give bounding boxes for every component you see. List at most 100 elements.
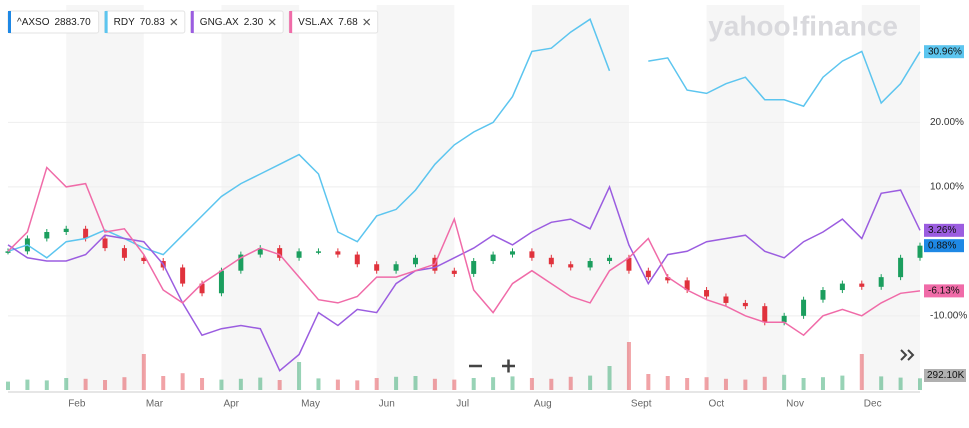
volume-bar <box>432 378 437 390</box>
volume-bar <box>820 377 825 390</box>
volume-bar <box>6 381 10 390</box>
month-band <box>221 5 300 390</box>
volume-bar <box>626 342 631 390</box>
value-badge <box>924 223 964 237</box>
candle <box>83 228 89 239</box>
candle <box>801 299 807 316</box>
candle <box>645 270 651 278</box>
volume-bar <box>704 377 709 390</box>
volume-bar <box>471 378 476 390</box>
volume-label: 292.10K <box>927 370 965 381</box>
volume-bar <box>723 378 728 390</box>
candle <box>393 264 399 271</box>
volume-bar <box>413 376 418 390</box>
legend-swatch <box>8 11 11 33</box>
scroll-button[interactable] <box>900 349 915 361</box>
volume-bar <box>64 378 69 390</box>
zoom-controls[interactable] <box>469 359 515 373</box>
value-badge <box>924 45 964 59</box>
x-tick-label: Nov <box>786 399 804 410</box>
volume-bar <box>238 378 243 390</box>
x-tick-label: Dec <box>864 399 882 410</box>
volume-bar <box>180 373 185 390</box>
volume-bar <box>743 379 748 390</box>
y-tick-label: 10.00% <box>930 181 964 192</box>
volume-bar <box>374 378 379 390</box>
candle <box>684 280 690 291</box>
volume-bar <box>355 380 360 390</box>
volume-bar <box>898 377 903 390</box>
candle <box>5 251 11 253</box>
x-tick-label: Jul <box>456 399 469 410</box>
value-label: 30.96% <box>928 46 962 57</box>
candle <box>296 251 302 258</box>
volume-bar <box>122 377 127 390</box>
legend-close[interactable] <box>268 18 276 26</box>
volume-bar <box>568 376 573 390</box>
volume-bar <box>161 376 166 390</box>
volume-bar <box>394 376 399 390</box>
logo: yahoo!finance <box>708 10 898 41</box>
candle <box>141 257 147 262</box>
x-tick-label: Apr <box>223 399 239 410</box>
candle <box>471 261 477 274</box>
x-tick-label: May <box>301 399 320 410</box>
volume-bar <box>219 379 224 390</box>
candle <box>412 257 418 265</box>
value-label: 3.26% <box>928 225 956 236</box>
month-band <box>706 5 785 390</box>
candle <box>335 251 341 255</box>
candle <box>180 267 186 284</box>
volume-bar <box>665 376 670 390</box>
legend-swatch <box>190 11 194 33</box>
candle <box>704 290 710 297</box>
legend-close[interactable] <box>363 18 371 26</box>
legend-price: 2.30 <box>244 17 264 28</box>
volume-bar <box>607 366 612 390</box>
candle <box>277 248 283 258</box>
candle <box>451 270 457 274</box>
legend-price: 2883.70 <box>54 17 91 28</box>
volume-bar <box>103 380 108 390</box>
volume-bar <box>452 379 457 390</box>
x-tick-label: Oct <box>709 399 725 410</box>
volume-bar <box>859 354 864 390</box>
value-label: -6.13% <box>928 286 960 297</box>
candle <box>626 257 632 271</box>
month-band <box>531 5 629 390</box>
candle <box>587 261 593 268</box>
series-line <box>648 50 921 108</box>
candle <box>510 251 516 255</box>
volume-bar <box>762 376 767 390</box>
volume-bar <box>510 376 515 390</box>
legend-swatch <box>289 11 293 33</box>
value-label: 0.88% <box>928 240 956 251</box>
candle <box>917 245 923 258</box>
legend-item[interactable]: ^AXSO 2883.70 <box>7 10 100 34</box>
candle <box>102 238 108 249</box>
value-badge <box>924 239 964 253</box>
candle <box>607 257 613 262</box>
volume-bar <box>588 375 593 390</box>
volume-bar <box>44 380 49 390</box>
candle <box>315 251 321 253</box>
volume-bar <box>491 377 496 390</box>
candle <box>820 290 826 300</box>
volume-badge <box>924 369 966 382</box>
legend-close[interactable] <box>170 18 178 26</box>
candle <box>529 251 535 258</box>
legend-price: 70.83 <box>140 17 165 28</box>
candle <box>121 248 127 258</box>
legend-item[interactable]: VSL.AX 7.68 <box>288 10 379 34</box>
volume-bar <box>316 378 321 390</box>
candle <box>723 296 729 303</box>
candle <box>63 228 69 233</box>
legend-item[interactable]: GNG.AX 2.30 <box>190 10 284 34</box>
candle <box>44 232 50 239</box>
candle <box>568 264 574 268</box>
legend-name: GNG.AX <box>200 17 239 28</box>
candle <box>742 302 748 307</box>
volume-bar <box>529 378 534 390</box>
legend-item[interactable]: RDY 70.83 <box>104 10 186 34</box>
